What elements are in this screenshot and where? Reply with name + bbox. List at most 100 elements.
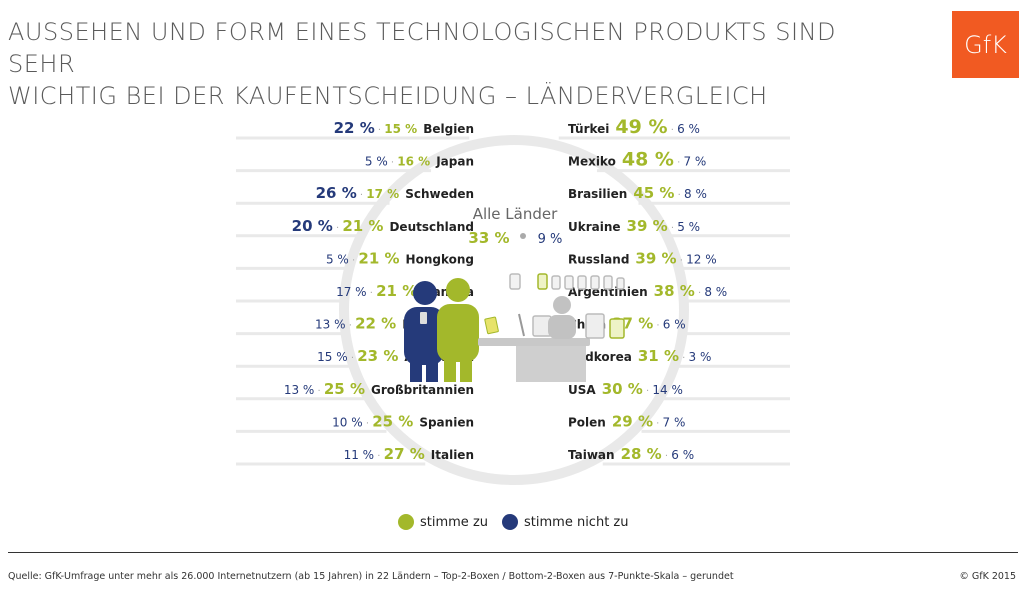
agree-value: 45 % (633, 184, 674, 202)
separator-dot: · (695, 288, 705, 299)
agree-value: 28 % (621, 445, 662, 463)
separator-dot: · (674, 190, 684, 201)
country-name: Großbritannien (371, 383, 474, 397)
agree-value: 39 % (627, 217, 668, 235)
agree-value: 48 % (622, 149, 674, 171)
disagree-value: 13 % (315, 318, 346, 332)
country-name: Argentinien (568, 285, 648, 299)
country-name: USA (568, 383, 596, 397)
disagree-value: 14 % (652, 383, 683, 397)
agree-value: 29 % (612, 412, 653, 430)
disagree-value: 26 % (316, 184, 357, 202)
disagree-value: 10 % (332, 415, 363, 429)
all-countries-summary: Alle Länder 33 % 9 % (468, 205, 562, 247)
separator-dot: · (662, 451, 672, 462)
country-name: Belgien (423, 122, 474, 136)
legend: stimme zu stimme nicht zu (398, 514, 643, 530)
agree-value: 15 % (384, 122, 417, 136)
legend-disagree-label: stimme nicht zu (524, 514, 629, 530)
country-row-right: Ukraine 39 % · 5 % (568, 217, 700, 235)
legend-item-agree: stimme zu (398, 514, 488, 530)
agree-value: 30 % (602, 380, 643, 398)
agree-value: 49 % (615, 116, 667, 138)
gfk-logo: GfK (952, 11, 1019, 78)
connector-lines (236, 136, 790, 466)
separator-dot: · (653, 418, 663, 429)
country-row-right: Russland 39 % · 12 % (568, 249, 717, 267)
country-row-right: Südkorea 31 % · 3 % (568, 347, 711, 365)
country-row-left: 5 % · 21 % Hongkong (326, 249, 474, 267)
disagree-value: 3 % (689, 350, 712, 364)
country-name: Russland (568, 252, 629, 266)
country-comparison-chart: 22 % · 15 % Belgien 5 % · 16 % Japan 26 % · … (236, 116, 790, 485)
disagree-value: 22 % (334, 119, 375, 137)
country-name: Schweden (405, 187, 474, 201)
country-row-right: Brasilien 45 % · 8 % (568, 184, 707, 202)
separator-dot: · (349, 255, 359, 266)
separator-dot: · (679, 353, 689, 364)
disagree-value: 7 % (663, 415, 686, 429)
separator-dot: · (643, 386, 653, 397)
disagree-value: 15 % (317, 350, 348, 364)
legend-agree-swatch (398, 514, 414, 530)
separator-dot: · (374, 451, 384, 462)
legend-agree-label: stimme zu (420, 514, 489, 530)
separator-dot: · (346, 321, 356, 332)
footer-divider (8, 552, 1018, 553)
disagree-value: 11 % (344, 448, 375, 462)
disagree-value: 5 % (326, 252, 349, 266)
chart-title: AUSSEHEN UND FORM EINES TECHNOLOGISCHEN … (8, 16, 908, 112)
country-name: Ukraine (568, 220, 621, 234)
country-row-left: 13 % · 25 % Großbritannien (284, 380, 474, 398)
country-name: Brasilien (568, 187, 627, 201)
separator-dot: · (367, 288, 377, 299)
country-name: Taiwan (568, 448, 615, 462)
agree-value: 21 % (376, 282, 417, 300)
chart-title-line-2: WICHTIG BEI DER KAUFENTSCHEIDUNG – LÄNDE… (8, 82, 768, 110)
separator-dot: · (388, 158, 398, 169)
country-row-left: 10 % · 25 % Spanien (332, 412, 474, 430)
country-row-left: 5 % · 16 % Japan (365, 155, 474, 169)
separator-dot: · (357, 190, 367, 201)
agree-value: 21 % (358, 249, 399, 267)
disagree-value: 6 % (663, 318, 686, 332)
agree-value: 27 % (384, 445, 425, 463)
country-name: Japan (435, 155, 474, 169)
legend-disagree-swatch (502, 514, 519, 530)
center-circle (339, 135, 689, 485)
agree-value: 38 % (654, 282, 695, 300)
agree-value: 39 % (635, 249, 676, 267)
country-name: Türkei (568, 122, 609, 136)
country-name: Spanien (419, 415, 474, 429)
disagree-value: 5 % (365, 155, 388, 169)
country-row-left: 20 % · 21 % Deutschland (292, 217, 474, 235)
customer-blue-icon (404, 281, 444, 382)
separator-dot: · (668, 223, 678, 234)
country-row-right: USA 30 % · 14 % (568, 380, 683, 398)
agree-value: 23 % (357, 347, 398, 365)
country-name: Hongkong (406, 252, 474, 266)
separator-dot: · (668, 125, 678, 136)
country-row-right: Taiwan 28 % · 6 % (568, 445, 694, 463)
disagree-value: 17 % (336, 285, 367, 299)
agree-value: 25 % (324, 380, 365, 398)
product-shelf (509, 273, 625, 290)
disagree-value: 8 % (704, 285, 727, 299)
disagree-value: 13 % (284, 383, 315, 397)
country-row-right: Argentinien 38 % · 8 % (568, 282, 727, 300)
separator-dot: · (653, 321, 663, 332)
agree-value: 16 % (397, 155, 430, 169)
customer-green-icon (437, 278, 499, 382)
separator-dot: · (375, 125, 385, 136)
source-note: Quelle: GfK-Umfrage unter mehr als 26.00… (8, 571, 734, 582)
country-name: Mexiko (568, 155, 616, 169)
agree-value: 25 % (372, 412, 413, 430)
chart-title-line-1: AUSSEHEN UND FORM EINES TECHNOLOGISCHEN … (8, 18, 837, 78)
all-countries-label: Alle Länder (473, 205, 558, 223)
country-row-left: 26 % · 17 % Schweden (316, 184, 474, 202)
country-name: Italien (431, 448, 474, 462)
country-name: Deutschland (389, 220, 474, 234)
separator-dot: · (348, 353, 358, 364)
disagree-value: 20 % (292, 217, 333, 235)
country-name: Polen (568, 415, 606, 429)
